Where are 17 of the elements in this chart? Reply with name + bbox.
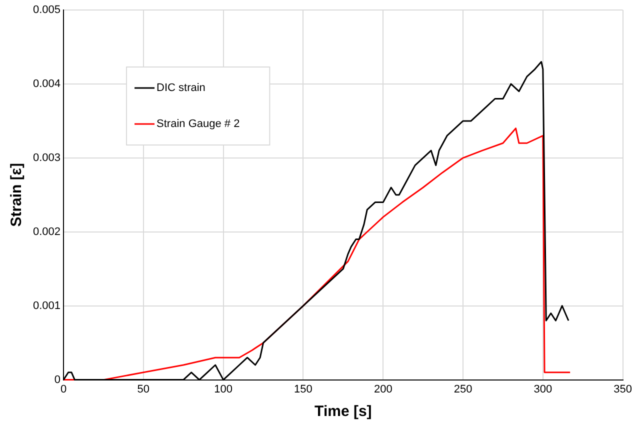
x-axis-title: Time [s] xyxy=(314,403,372,420)
x-tick-label: 300 xyxy=(534,383,552,396)
y-tick-label: 0 xyxy=(54,374,61,386)
x-tick-label: 150 xyxy=(294,383,312,396)
x-tick-label: 50 xyxy=(137,383,150,396)
y-tick-label: 0.002 xyxy=(32,226,61,238)
y-axis-title: Strain [ε] xyxy=(8,163,26,227)
x-tick-label: 100 xyxy=(214,383,233,396)
legend-label: DIC strain xyxy=(156,82,206,94)
legend-label: Strain Gauge # 2 xyxy=(156,118,240,130)
y-tick-label: 0.003 xyxy=(32,152,61,164)
y-tick-label: 0.001 xyxy=(32,300,61,312)
x-tick-label: 350 xyxy=(614,383,632,396)
x-tick-label: 200 xyxy=(374,383,392,396)
y-tick-label: 0.005 xyxy=(32,4,61,16)
y-tick-label: 0.004 xyxy=(32,78,61,90)
x-tick-label: 250 xyxy=(454,383,472,396)
